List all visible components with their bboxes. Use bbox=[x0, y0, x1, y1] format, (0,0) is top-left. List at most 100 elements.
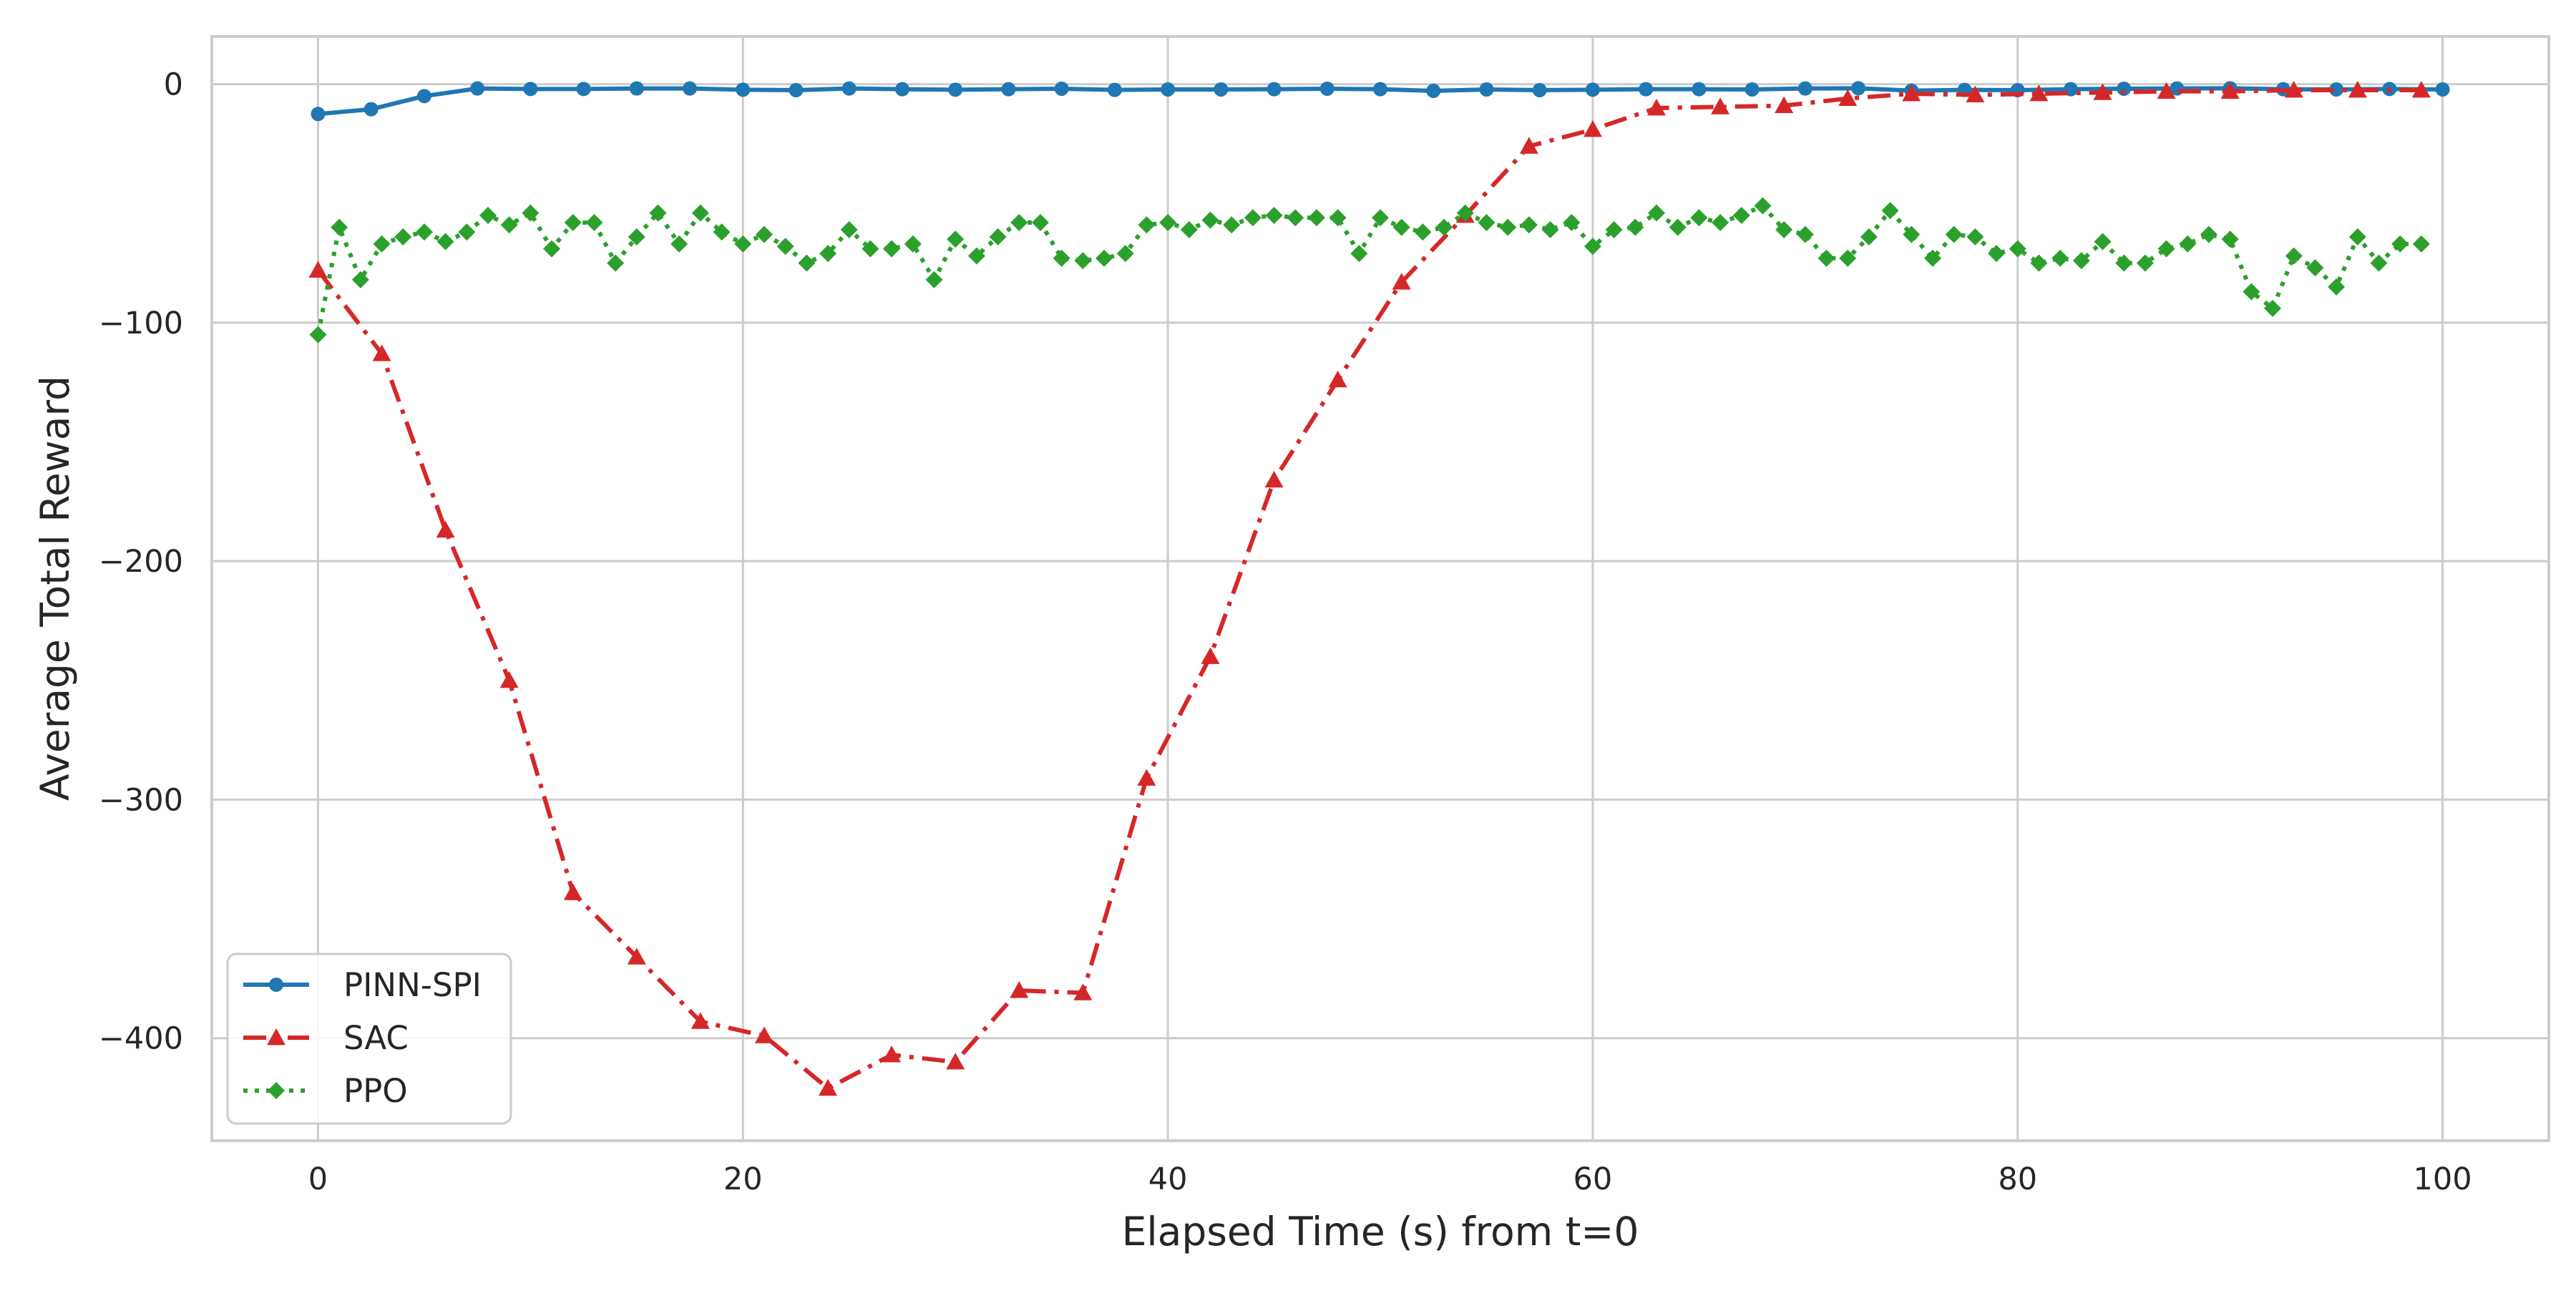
data-point-sac bbox=[882, 1046, 902, 1063]
data-point-pinn-spi bbox=[1479, 82, 1494, 97]
data-point-ppo bbox=[479, 206, 497, 224]
plot-area-frame bbox=[210, 35, 2550, 1142]
data-point-sac bbox=[1137, 769, 1156, 786]
data-point-sac bbox=[2029, 84, 2049, 102]
data-point-sac bbox=[1073, 983, 1093, 1000]
data-point-ppo bbox=[819, 245, 837, 263]
data-point-ppo bbox=[1031, 213, 1049, 231]
series-pinn-spi bbox=[311, 81, 2450, 122]
data-point-ppo bbox=[1329, 209, 1347, 227]
series-ppo bbox=[309, 197, 2430, 344]
data-point-ppo bbox=[1541, 220, 1559, 238]
data-point-sac bbox=[1392, 273, 1411, 290]
data-point-pinn-spi bbox=[1692, 82, 1707, 97]
series-line-sac bbox=[316, 87, 2421, 1091]
data-point-ppo bbox=[436, 233, 454, 250]
data-point-ppo bbox=[585, 213, 603, 231]
y-tick-label: −300 bbox=[99, 782, 183, 818]
data-point-ppo bbox=[2370, 254, 2388, 272]
data-point-sac bbox=[2348, 80, 2367, 98]
data-point-pinn-spi bbox=[1797, 81, 1813, 96]
data-point-ppo bbox=[1392, 218, 1410, 236]
data-point-ppo bbox=[1499, 218, 1517, 236]
data-point-ppo bbox=[1605, 220, 1623, 238]
data-point-pinn-spi bbox=[470, 81, 485, 96]
data-point-ppo bbox=[1350, 245, 1368, 263]
data-point-sac bbox=[1201, 647, 1220, 664]
data-point-sac bbox=[2220, 82, 2240, 99]
legend-label-pinn-spi: PINN-SPI bbox=[343, 966, 482, 1004]
data-point-ppo bbox=[500, 216, 518, 234]
data-point-pinn-spi bbox=[1001, 82, 1016, 97]
data-point-ppo bbox=[1456, 204, 1474, 222]
data-point-pinn-spi bbox=[1745, 82, 1760, 97]
data-point-sac bbox=[819, 1078, 838, 1096]
data-point-pinn-spi bbox=[2435, 82, 2450, 97]
data-point-ppo bbox=[2030, 254, 2048, 272]
data-point-sac bbox=[627, 947, 646, 965]
data-point-ppo bbox=[394, 228, 412, 245]
data-point-ppo bbox=[2412, 235, 2430, 253]
data-point-ppo bbox=[755, 225, 773, 243]
data-point-ppo bbox=[883, 240, 901, 258]
y-tick-label: −400 bbox=[99, 1021, 183, 1057]
data-point-ppo bbox=[2009, 240, 2026, 258]
data-point-sac bbox=[372, 344, 391, 361]
data-point-ppo bbox=[2243, 283, 2260, 301]
data-point-sac bbox=[436, 520, 455, 538]
data-point-sac bbox=[1583, 120, 1602, 137]
data-point-ppo bbox=[1435, 218, 1453, 236]
series-layer bbox=[308, 80, 2450, 1096]
data-point-pinn-spi bbox=[1319, 81, 1335, 96]
data-point-ppo bbox=[1244, 209, 1262, 227]
tick-labels: 0 20 40 60 80 100 0 −100 −200 −300 −400 bbox=[99, 67, 2472, 1197]
data-point-ppo bbox=[1839, 249, 1857, 267]
data-point-pinn-spi bbox=[1426, 83, 1441, 98]
legend-label-sac: SAC bbox=[343, 1019, 409, 1057]
data-point-ppo bbox=[2072, 252, 2090, 270]
x-tick-label: 0 bbox=[308, 1161, 328, 1197]
data-point-pinn-spi bbox=[1532, 82, 1547, 97]
data-point-pinn-spi bbox=[523, 82, 538, 97]
x-axis-label: Elapsed Time (s) from t=0 bbox=[1122, 1209, 1639, 1255]
data-point-ppo bbox=[691, 204, 709, 222]
data-point-sac bbox=[1966, 85, 1985, 103]
legend-item-ppo: PPO bbox=[243, 1072, 408, 1110]
data-point-pinn-spi bbox=[1267, 82, 1282, 97]
data-point-ppo bbox=[798, 254, 816, 272]
data-point-ppo bbox=[2136, 254, 2154, 272]
data-point-ppo bbox=[1180, 220, 1198, 238]
data-point-ppo bbox=[1287, 209, 1304, 227]
data-point-pinn-spi bbox=[1851, 81, 1866, 96]
y-tick-label: 0 bbox=[164, 67, 183, 103]
data-point-ppo bbox=[1669, 218, 1687, 236]
data-point-ppo bbox=[925, 271, 943, 288]
data-point-pinn-spi bbox=[2329, 82, 2344, 97]
y-axis-label: Average Total Reward bbox=[32, 376, 78, 801]
data-point-sac bbox=[1711, 97, 1730, 115]
data-point-ppo bbox=[1096, 249, 1113, 267]
data-point-ppo bbox=[1754, 197, 1772, 215]
data-point-ppo bbox=[543, 240, 561, 258]
data-point-ppo bbox=[1945, 225, 1963, 243]
data-point-sac bbox=[946, 1053, 965, 1070]
legend-label-ppo: PPO bbox=[343, 1072, 408, 1110]
data-point-ppo bbox=[1307, 209, 1325, 227]
data-point-ppo bbox=[1201, 211, 1219, 229]
data-point-sac bbox=[2093, 83, 2112, 100]
x-tick-label: 20 bbox=[723, 1161, 763, 1197]
data-point-ppo bbox=[2157, 240, 2175, 258]
data-point-ppo bbox=[1881, 202, 1899, 220]
data-point-pinn-spi bbox=[789, 82, 804, 97]
data-point-ppo bbox=[415, 223, 433, 241]
data-point-sac bbox=[1519, 137, 1538, 154]
data-point-ppo bbox=[649, 204, 667, 222]
data-point-ppo bbox=[1584, 238, 1601, 255]
data-point-ppo bbox=[1903, 225, 1921, 243]
data-point-ppo bbox=[309, 326, 327, 344]
data-point-ppo bbox=[713, 223, 731, 241]
data-point-ppo bbox=[2306, 259, 2324, 277]
x-tick-label: 100 bbox=[2414, 1161, 2472, 1197]
data-point-pinn-spi bbox=[2117, 81, 2132, 96]
